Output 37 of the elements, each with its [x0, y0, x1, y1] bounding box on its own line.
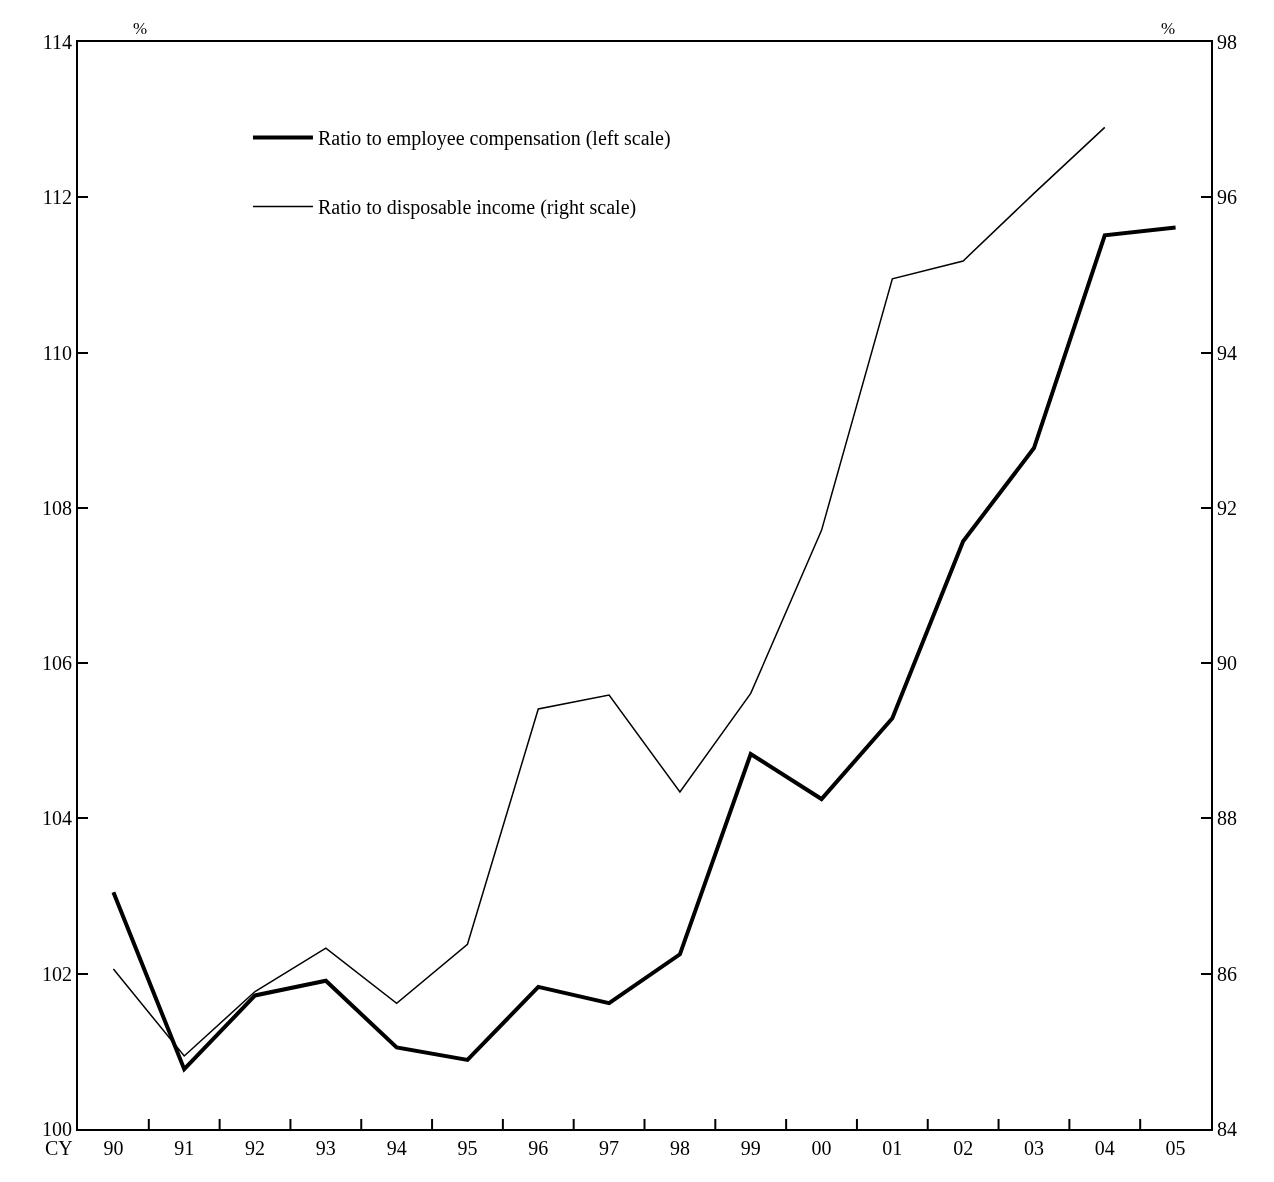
y-tick-label: 100	[42, 1118, 72, 1140]
y2-axis-title: %	[1161, 19, 1176, 38]
y-tick-label: 110	[42, 341, 72, 364]
x-tick-label: 00	[811, 1137, 832, 1159]
x-tick-label: 94	[386, 1137, 407, 1159]
legend-label: Ratio to disposable income (right scale)	[317, 196, 637, 220]
x-tick-label: 96	[528, 1137, 549, 1159]
y-tick-label: 104	[42, 807, 72, 830]
y-axis-title: %	[133, 19, 148, 38]
x-tick-label: 02	[953, 1137, 974, 1159]
x-tick-label: 97	[599, 1137, 620, 1159]
y2-tick-label: 84	[1217, 1118, 1237, 1140]
x-tick-label: 93	[315, 1137, 336, 1159]
x-tick-label: 90	[103, 1137, 124, 1159]
y-tick-label: 112	[42, 186, 72, 209]
y-tick-label: 114	[42, 31, 72, 53]
y2-tick-label: 92	[1217, 496, 1237, 519]
y2-tick-label: 86	[1217, 962, 1237, 985]
x-tick-label: 05	[1165, 1137, 1186, 1159]
x-tick-label: 04	[1094, 1137, 1115, 1159]
y-tick-label: 106	[42, 652, 72, 675]
y2-tick-label: 88	[1217, 807, 1237, 830]
x-tick-label: 91	[174, 1137, 195, 1159]
x-tick-label: 01	[882, 1137, 903, 1159]
x-tick-label: 03	[1023, 1137, 1044, 1159]
y-tick-label: 108	[42, 496, 72, 519]
x-tick-label: 99	[740, 1137, 761, 1159]
x-tick-label: 98	[669, 1137, 690, 1159]
y2-tick-label: 94	[1217, 341, 1237, 364]
y-tick-label: 102	[42, 962, 72, 985]
x-tick-label: 92	[245, 1137, 266, 1159]
y2-tick-label: 90	[1217, 652, 1237, 675]
y2-tick-label: 96	[1217, 186, 1237, 209]
y2-tick-label: 98	[1217, 31, 1237, 53]
x-tick-label: 95	[457, 1137, 478, 1159]
x-axis-title: CY	[45, 1137, 73, 1159]
legend-label: Ratio to employee compensation (left scale)	[317, 127, 671, 151]
